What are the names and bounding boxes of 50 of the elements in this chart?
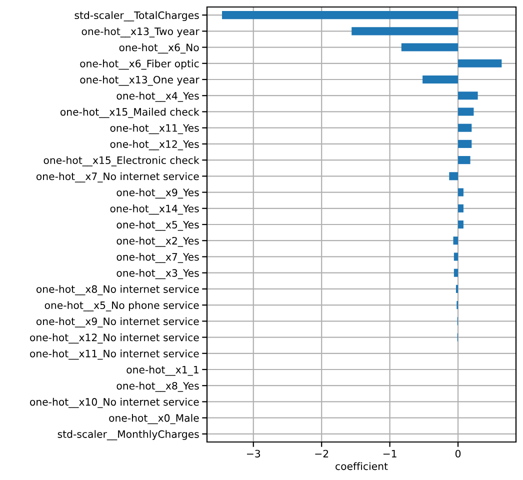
y-tick-label: one-hot__x9_No internet service xyxy=(36,317,199,328)
y-tick-label: one-hot__x13_One year xyxy=(80,76,200,86)
y-tick-label: one-hot__x15_Mailed check xyxy=(60,108,200,118)
bar xyxy=(458,204,464,212)
x-tick-label: −3 xyxy=(246,450,260,458)
x-tick-label: −1 xyxy=(383,450,396,458)
y-tick-label: one-hot__x7_Yes xyxy=(116,252,199,263)
y-tick-label: one-hot__x11_Yes xyxy=(110,124,199,134)
y-tick-label: one-hot__x1_1 xyxy=(126,366,198,376)
y-tick-label: one-hot__x3_Yes xyxy=(116,268,199,280)
y-tick-label: one-hot__x15_Electronic check xyxy=(44,156,200,166)
bar xyxy=(458,108,474,116)
bar xyxy=(222,11,458,20)
bar xyxy=(458,188,464,196)
y-tick-label: one-hot__x12_No internet service xyxy=(30,333,199,344)
bar xyxy=(352,27,458,36)
y-tick-label: one-hot__x9_Yes xyxy=(116,188,199,199)
y-tick-label: one-hot__x8_No internet service xyxy=(36,285,199,296)
bar xyxy=(458,220,464,229)
bar xyxy=(422,75,458,84)
y-tick-label: one-hot__x2_Yes xyxy=(116,236,199,247)
bar xyxy=(449,172,458,180)
y-tick-label: one-hot__x0_Male xyxy=(109,414,199,424)
bar xyxy=(456,284,458,293)
y-tick-label: one-hot__x10_No internet service xyxy=(30,398,199,408)
y-tick-label: one-hot__x12_Yes xyxy=(110,140,199,150)
bar xyxy=(454,252,458,261)
y-tick-label: one-hot__x13_Two year xyxy=(82,27,200,38)
bar xyxy=(454,268,458,277)
y-tick-label: one-hot__x5_Yes xyxy=(116,220,199,231)
y-tick-label: std-scaler__MonthlyCharges xyxy=(58,430,199,440)
x-tick-label: −2 xyxy=(315,450,328,458)
bar xyxy=(453,236,458,245)
bar xyxy=(401,43,458,52)
y-tick-label: std-scaler__TotalCharges xyxy=(74,11,199,22)
y-tick-label: one-hot__x5_No phone service xyxy=(44,301,199,312)
bar xyxy=(458,156,470,164)
y-tick-label: one-hot__x4_Yes xyxy=(116,92,199,102)
y-tick-label: one-hot__x14_Yes xyxy=(110,204,199,215)
bar xyxy=(458,140,472,148)
y-tick-label: one-hot__x8_Yes xyxy=(116,382,199,392)
bar xyxy=(458,59,502,68)
y-tick-label: one-hot__x6_No xyxy=(119,43,199,54)
x-axis-title: coefficient xyxy=(336,462,388,470)
y-tick-label: one-hot__x11_No internet service xyxy=(30,350,199,360)
y-tick-label: one-hot__x7_No internet service xyxy=(36,172,199,182)
y-tick-label: one-hot__x6_Fiber optic xyxy=(80,60,199,70)
bar xyxy=(458,124,472,132)
bar xyxy=(458,92,478,100)
x-tick-label: 0 xyxy=(455,450,461,458)
